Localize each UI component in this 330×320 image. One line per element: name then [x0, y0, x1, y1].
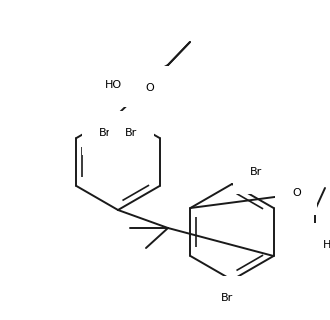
Text: Br: Br [125, 128, 138, 138]
Text: Br: Br [250, 167, 262, 177]
Text: Br: Br [221, 293, 233, 303]
Text: HO: HO [105, 80, 122, 90]
Text: O: O [145, 83, 154, 93]
Text: HO: HO [323, 240, 330, 250]
Text: Br: Br [98, 128, 111, 138]
Text: O: O [292, 188, 301, 198]
